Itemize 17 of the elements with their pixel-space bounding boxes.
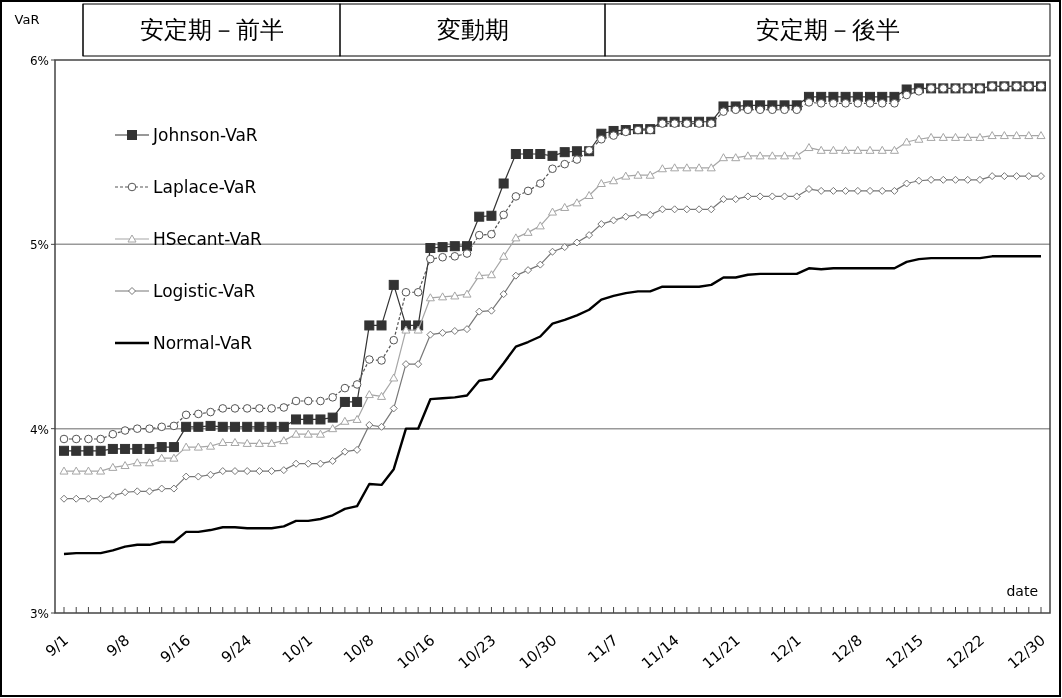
annotation: 安定期－前半 — [139, 16, 284, 44]
legend-label: Johnson-VaR — [152, 125, 258, 145]
y-axis-title: VaR — [14, 12, 40, 27]
x-tick-label: 9/8 — [102, 631, 134, 661]
legend-label: Logistic-VaR — [153, 281, 256, 301]
legend-label: Laplace-VaR — [153, 177, 257, 197]
x-axis-title: date — [1006, 583, 1038, 599]
y-tick-label: 3% — [29, 607, 49, 621]
annotation: 変動期 — [436, 16, 509, 44]
line-series — [62, 255, 1043, 556]
annotation: 安定期－後半 — [755, 16, 900, 44]
x-tick-label: 9/1 — [41, 631, 72, 661]
y-tick-label: 6% — [29, 54, 49, 68]
legend-label: Normal-VaR — [153, 333, 253, 353]
y-tick-label: 5% — [29, 238, 49, 253]
legend-label: HSecant-VaR — [153, 229, 263, 249]
y-tick-label: 4% — [29, 422, 49, 437]
